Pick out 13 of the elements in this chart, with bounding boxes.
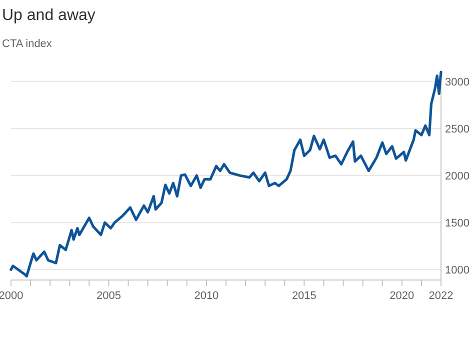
x-tick-label: 2010 [194, 290, 219, 302]
chart-title: Up and away [2, 7, 96, 24]
y-tick-label: 3000 [445, 76, 470, 88]
y-tick-label: 2000 [445, 170, 470, 182]
y-tick-label: 1000 [445, 264, 470, 276]
x-tick-label: 2015 [292, 290, 316, 302]
x-tick-label: 2022 [428, 290, 454, 302]
y-tick-label: 2500 [445, 123, 470, 136]
line-series [10, 70, 442, 278]
x-tick-label: 2005 [96, 290, 121, 302]
y-tick-label: 1500 [445, 217, 470, 230]
x-tick-label: 2020 [390, 290, 414, 302]
chart-subtitle: CTA index [2, 38, 52, 50]
